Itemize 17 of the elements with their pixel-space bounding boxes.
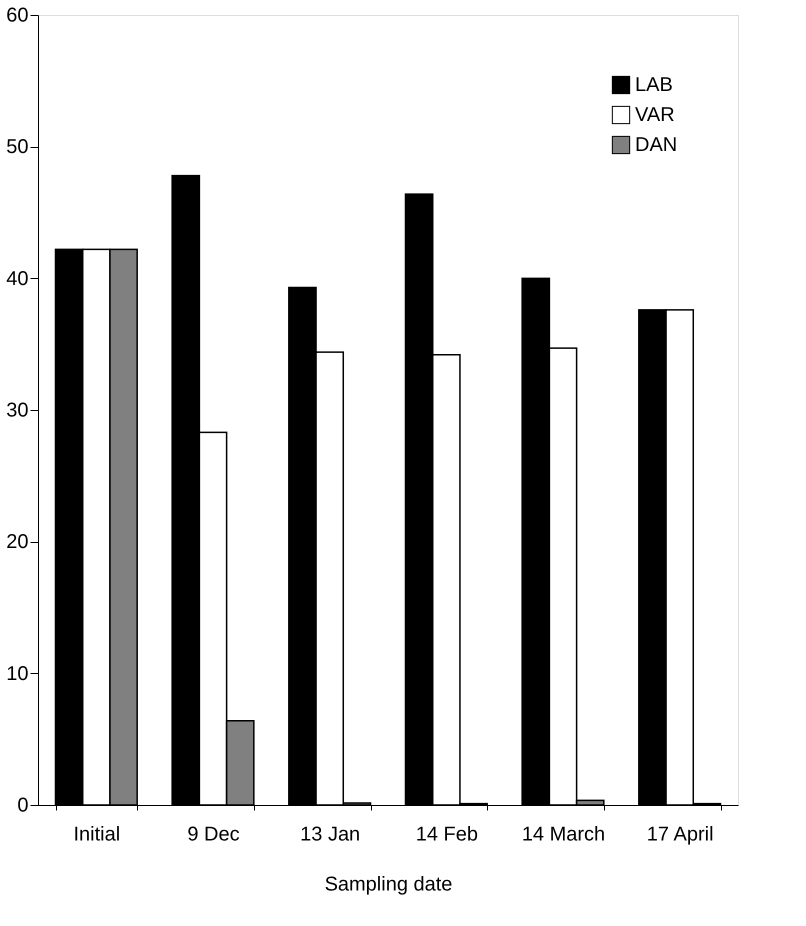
y-tick-label: 40: [6, 268, 28, 290]
x-axis-title: Sampling date: [324, 874, 452, 896]
x-tick-label: Initial: [73, 824, 120, 846]
y-tick-label: 50: [6, 136, 28, 158]
y-tick-label: 20: [6, 531, 28, 554]
y-tick-label: 30: [6, 400, 28, 422]
y-tick-label: 0: [17, 794, 28, 816]
x-tick-label: 13 Jan: [300, 824, 360, 846]
y-tick-label: 10: [6, 662, 28, 685]
legend-label: LAB: [635, 74, 673, 96]
x-tick-label: 14 March: [522, 824, 606, 846]
x-tick-label: 9 Dec: [187, 824, 240, 846]
x-tick-label: 14 Feb: [416, 824, 478, 846]
y-tick-label: 60: [6, 4, 28, 26]
legend-label: VAR: [635, 104, 675, 126]
x-tick-label: 17 April: [646, 824, 714, 846]
legend-label: DAN: [635, 134, 678, 156]
